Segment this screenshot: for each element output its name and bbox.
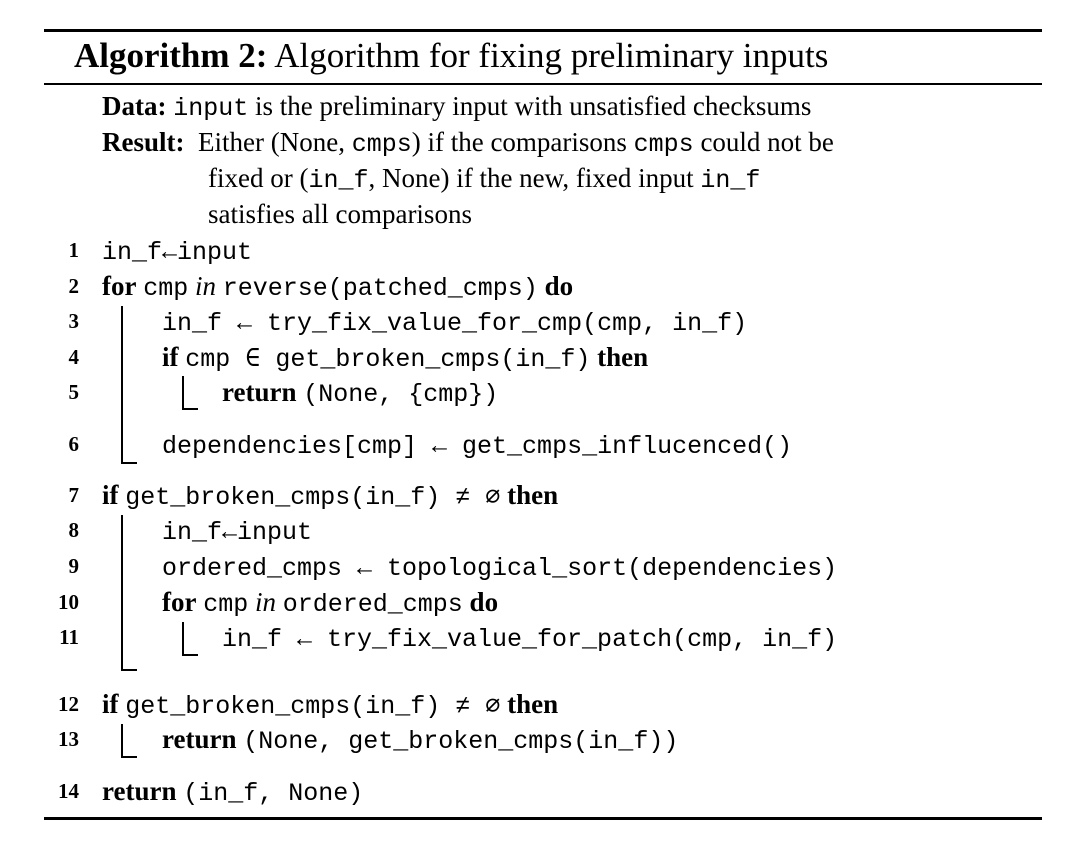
line-number: 5 — [68, 380, 80, 404]
line-number: 2 — [68, 274, 80, 298]
code-line-6: dependencies[cmp] ← get_cmps_influcenced… — [162, 432, 793, 461]
code-line-3: in_f ← try_fix_value_for_cmp(cmp, in_f) — [162, 309, 748, 338]
top-rule — [44, 29, 1042, 32]
line-number: 12 — [58, 692, 79, 716]
code-line-9: ordered_cmps ← topological_sort(dependen… — [162, 554, 838, 583]
for-block-bar — [121, 306, 123, 464]
if-block-bar — [182, 376, 184, 410]
code-line-2: for cmp in reverse(patched_cmps) do — [102, 271, 574, 303]
for-block-end — [121, 462, 137, 464]
line-number: 3 — [68, 309, 80, 333]
for-block-bar-2 — [182, 622, 184, 656]
code-line-11: in_f ← try_fix_value_for_patch(cmp, in_f… — [222, 625, 838, 654]
line-number: 8 — [68, 518, 80, 542]
code-line-10: for cmp in ordered_cmps do — [162, 587, 499, 619]
code-line-8: in_f←input — [162, 518, 313, 547]
code-line-14: return (in_f, None) — [102, 776, 364, 808]
code-line-5: return (None, {cmp}) — [222, 377, 499, 409]
line-number: 9 — [68, 554, 80, 578]
algorithm-label: Algorithm 2: — [74, 36, 268, 75]
data-line: Data: input is the preliminary input wit… — [102, 91, 812, 123]
result-line-1: Result: Either (None, cmps) if the compa… — [102, 127, 834, 159]
if-block-bar-3 — [121, 724, 123, 758]
line-number: 13 — [58, 727, 79, 751]
if-block-end-2 — [121, 669, 137, 671]
result-line-2: fixed or (in_f, None) if the new, fixed … — [208, 163, 761, 195]
code-line-4: if cmp ∈ get_broken_cmps(in_f) then — [162, 342, 649, 374]
line-number: 11 — [59, 625, 79, 649]
code-line-13: return (None, get_broken_cmps(in_f)) — [162, 724, 679, 756]
code-line-12: if get_broken_cmps(in_f) ≠ ∅ then — [102, 689, 559, 721]
if-block-end-3 — [121, 756, 137, 758]
caption-rule — [44, 83, 1042, 85]
if-block-bar-2 — [121, 515, 123, 671]
result-line-3: satisfies all comparisons — [208, 199, 472, 229]
line-number: 10 — [58, 590, 79, 614]
algorithm-caption: Algorithm 2: Algorithm for fixing prelim… — [74, 30, 828, 82]
line-number: 14 — [58, 779, 79, 803]
line-number: 7 — [68, 483, 80, 507]
code-line-7: if get_broken_cmps(in_f) ≠ ∅ then — [102, 480, 559, 512]
line-number: 4 — [68, 345, 80, 369]
bottom-rule — [44, 817, 1042, 820]
line-number: 1 — [68, 238, 80, 262]
for-block-end-2 — [182, 654, 198, 656]
code-line-1: in_f←input — [102, 238, 253, 267]
algorithm-title: Algorithm for fixing preliminary inputs — [274, 36, 829, 75]
if-block-end — [182, 408, 198, 410]
line-number: 6 — [68, 432, 80, 456]
